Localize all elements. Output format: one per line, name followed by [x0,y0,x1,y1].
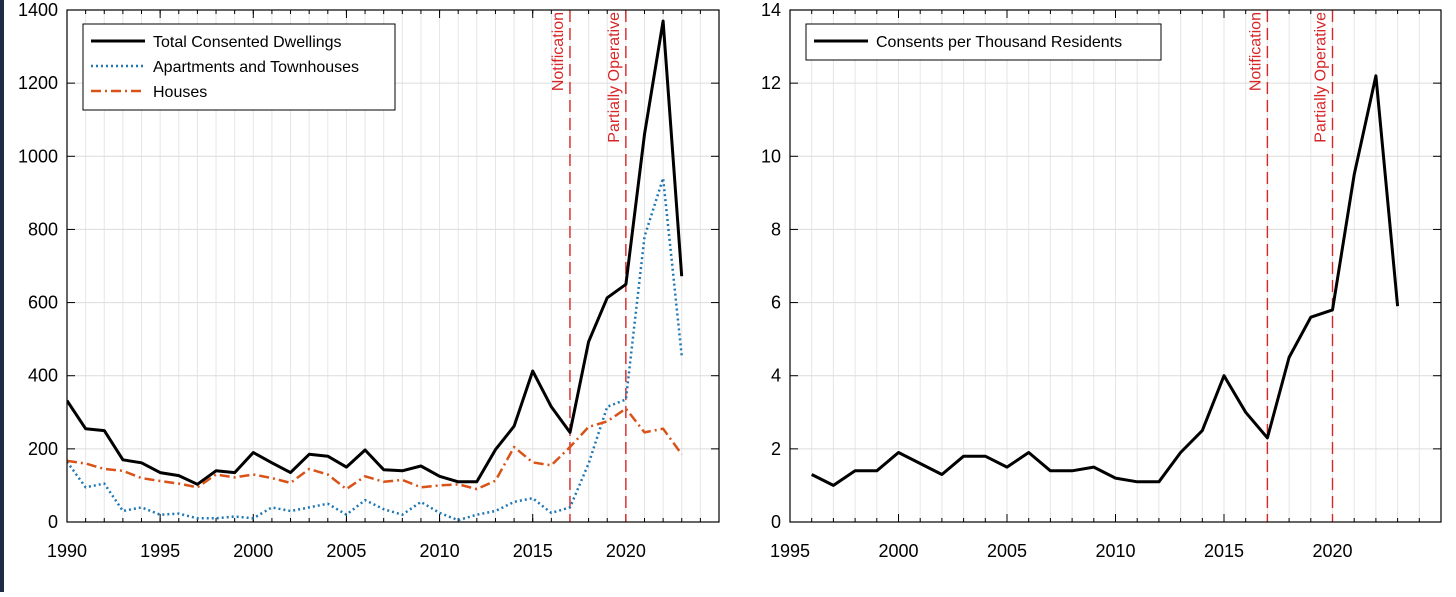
event-line-label: Notification [550,12,567,91]
tick-label-x: 1990 [47,541,87,561]
tick-label-y: 1400 [18,0,58,20]
series-line [67,407,683,491]
tick-label-y: 1200 [18,73,58,93]
event-line-label: Notification [1247,12,1264,91]
series-line [67,19,684,486]
tick-label-y: 2 [771,439,781,459]
tick-label-x: 2020 [1312,541,1352,561]
tick-label-x: 2010 [420,541,460,561]
tick-label-y: 0 [771,512,781,532]
tick-label-x: 1995 [770,541,810,561]
legend-label: Consents per Thousand Residents [876,34,1122,51]
tick-label-y: 200 [28,439,58,459]
chart-panel-2: 1995 2000 2005 2010 2015 2020 0 2 4 6 8 10 12 14 Notif… [761,0,1442,561]
left-edge-strip [0,0,4,592]
tick-label-y: 600 [28,293,58,313]
legend-box [82,23,396,111]
tick-label-x: 2005 [326,541,366,561]
tick-label-y: 400 [28,366,58,386]
legend-label: Total Consented Dwellings [153,34,342,51]
tick-label-y: 6 [771,293,781,313]
series-line [67,176,683,522]
tick-label-y: 12 [761,73,781,93]
tick-label-x: 1995 [140,541,180,561]
tick-label-y: 4 [771,366,781,386]
series-line [811,74,1400,487]
tick-label-x: 2015 [513,541,553,561]
tick-label-x: 2000 [233,541,273,561]
tick-label-y: 10 [761,146,781,166]
legend-label: Houses [153,84,207,101]
tick-label-x: 2000 [878,541,918,561]
chart-panel-1: 1990 1995 2000 2005 2010 2015 2020 0 200 400 600 80… [18,0,720,561]
tick-label-y: 8 [771,219,781,239]
event-line-label: Partially Operative [606,12,623,143]
event-line-label: Partially Operative [1313,12,1330,143]
tick-label-y: 800 [28,219,58,239]
tick-label-y: 14 [761,0,781,20]
tick-label-x: 2020 [606,541,646,561]
tick-label-y: 0 [48,512,58,532]
tick-label-x: 2015 [1204,541,1244,561]
axes-frame [789,9,1442,523]
tick-label-y: 1000 [18,146,58,166]
legend-label: Apartments and Townhouses [153,59,359,76]
tick-label-x: 2005 [987,541,1027,561]
tick-label-x: 2010 [1095,541,1135,561]
axes-frame [66,9,720,523]
